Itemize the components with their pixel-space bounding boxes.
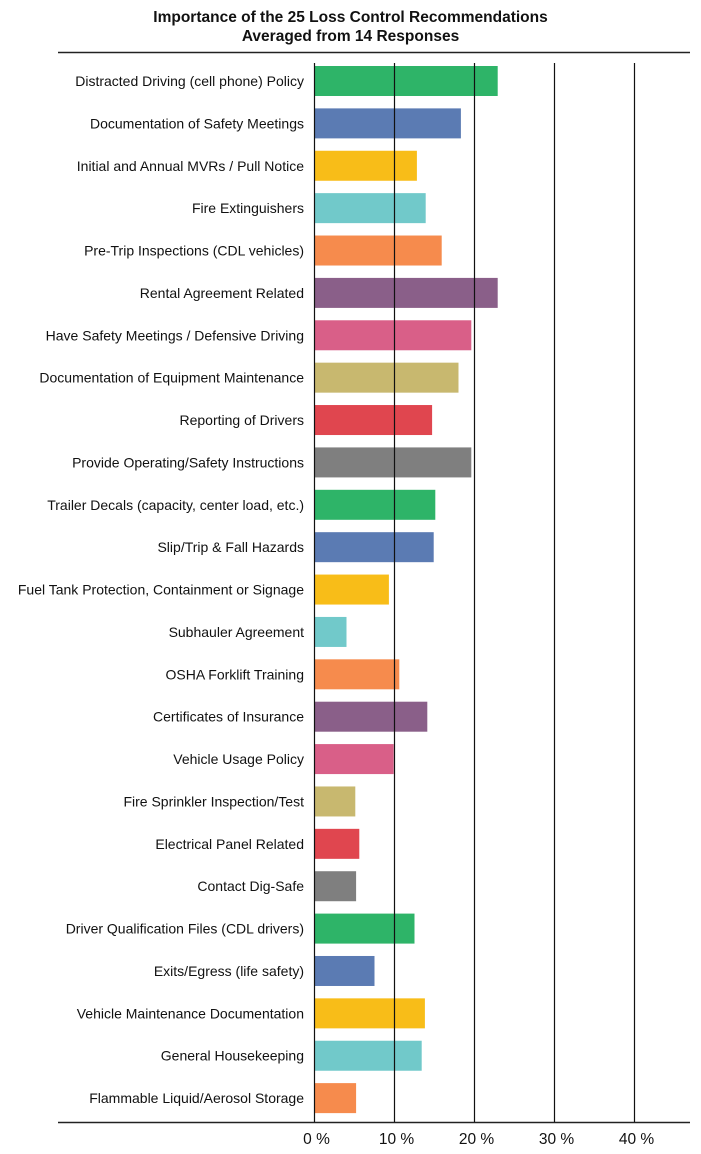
bar-16 (314, 701, 428, 732)
bar-22 (314, 955, 375, 986)
chart-title: Importance of the 25 Loss Control Recomm… (153, 9, 548, 26)
bar-5 (314, 235, 442, 266)
category-label-2: Documentation of Safety Meetings (90, 115, 304, 131)
category-label-25: Flammable Liquid/Aerosol Storage (89, 1090, 304, 1106)
category-label-4: Fire Extinguishers (192, 200, 304, 216)
chart-title-block: Importance of the 25 Loss Control Recomm… (0, 8, 701, 46)
category-label-15: OSHA Forklift Training (166, 666, 305, 682)
category-label-16: Certificates of Insurance (153, 709, 304, 725)
bar-12 (314, 532, 434, 563)
bar-14 (314, 616, 347, 647)
category-label-21: Driver Qualification Files (CDL drivers) (66, 921, 304, 937)
category-label-12: Slip/Trip & Fall Hazards (157, 539, 304, 555)
category-label-11: Trailer Decals (capacity, center load, e… (47, 497, 304, 513)
category-label-10: Provide Operating/Safety Instructions (72, 454, 304, 470)
category-label-6: Rental Agreement Related (140, 285, 304, 301)
bar-10 (314, 447, 472, 478)
bar-23 (314, 998, 425, 1029)
category-label-5: Pre-Trip Inspections (CDL vehicles) (84, 243, 304, 259)
category-label-20: Contact Dig-Safe (197, 878, 304, 894)
bar-17 (314, 744, 394, 775)
category-label-22: Exits/Egress (life safety) (154, 963, 304, 979)
bar-2 (314, 108, 461, 139)
category-labels-group: Distracted Driving (cell phone) Policy Do… (18, 73, 304, 1106)
bar-6 (314, 277, 498, 308)
category-label-18: Fire Sprinkler Inspection/Test (123, 793, 304, 809)
category-label-19: Electrical Panel Related (155, 836, 304, 852)
bar-13 (314, 574, 389, 605)
bar-21 (314, 913, 415, 944)
tick-label-0: 0 % (303, 1131, 330, 1148)
tick-label-40: 40 % (619, 1131, 655, 1148)
category-label-13: Fuel Tank Protection, Containment or Sig… (18, 582, 304, 598)
bar-15 (314, 659, 400, 690)
bar-3 (314, 150, 417, 181)
category-label-3: Initial and Annual MVRs / Pull Notice (77, 158, 304, 174)
category-label-17: Vehicle Usage Policy (173, 751, 304, 767)
category-label-14: Subhauler Agreement (169, 624, 305, 640)
bar-11 (314, 489, 436, 520)
bar-8 (314, 362, 459, 393)
bar-4 (314, 193, 426, 224)
gridlines-group (313, 63, 636, 1122)
bar-24 (314, 1040, 422, 1071)
bar-1 (314, 66, 498, 96)
category-label-24: General Housekeeping (161, 1048, 304, 1064)
tick-label-30: 30 % (539, 1131, 575, 1148)
category-label-7: Have Safety Meetings / Defensive Driving (46, 327, 304, 343)
category-label-8: Documentation of Equipment Maintenance (39, 370, 304, 386)
bars-group (314, 66, 498, 1114)
bar-9 (314, 405, 433, 436)
category-label-1: Distracted Driving (cell phone) Policy (75, 73, 304, 89)
bar-18 (314, 786, 356, 817)
bar-19 (314, 828, 360, 859)
category-label-23: Vehicle Maintenance Documentation (77, 1005, 304, 1021)
tick-label-10: 10 % (379, 1131, 415, 1148)
tick-label-20: 20 % (459, 1131, 495, 1148)
bar-25 (314, 1083, 357, 1114)
bar-7 (314, 320, 472, 351)
category-label-9: Reporting of Drivers (180, 412, 305, 428)
tick-labels-group: 0 % 10 % 20 % 30 % 40 % (303, 1131, 654, 1148)
chart-subtitle: Averaged from 14 Responses (241, 28, 460, 45)
bar-20 (314, 871, 357, 902)
